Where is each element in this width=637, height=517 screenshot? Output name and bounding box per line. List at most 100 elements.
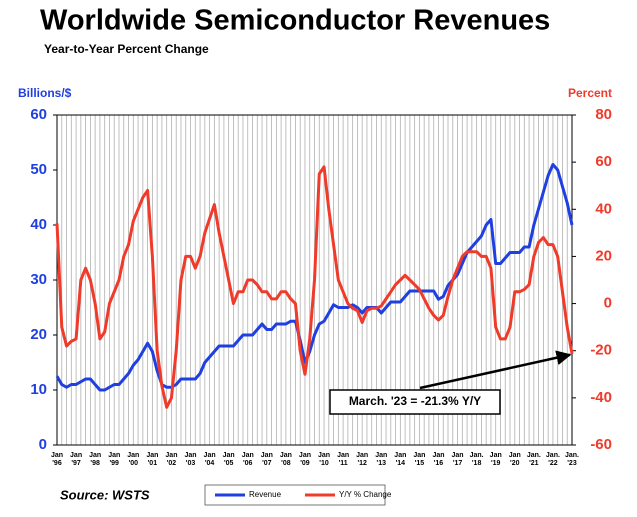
x-tick-label-line: Jan [127, 452, 139, 459]
x-tick-label: Jan. '23 [565, 452, 579, 467]
x-tick-label: Jan '11 [337, 452, 349, 467]
x-tick-label: Jan '12 [356, 452, 368, 467]
x-tick-label-line: '10 [319, 460, 329, 467]
x-tick-label: Jan '05 [223, 452, 235, 467]
x-tick-label-line: Jan [394, 452, 406, 459]
x-tick-label-line: '02 [167, 460, 177, 467]
y-tick-label: 60 [30, 106, 47, 123]
x-tick-label-line: Jan. [546, 452, 560, 459]
x-tick-label-line: Jan [509, 452, 521, 459]
x-tick-label-line: '05 [224, 460, 234, 467]
x-tick-label-line: Jan [165, 452, 177, 459]
series-line [55, 163, 574, 392]
x-tick-label: Jan '04 [204, 452, 216, 467]
y2-tick-label: -20 [590, 342, 612, 359]
y2-tick-label: 20 [595, 247, 612, 264]
x-tick-label-line: '99 [109, 460, 119, 467]
y2-tick-label: 60 [595, 153, 612, 170]
y-tick-label: 0 [39, 436, 47, 453]
x-tick-label-line: '11 [339, 460, 348, 467]
legend-box [204, 484, 386, 506]
x-tick-label-line: Jan. [527, 452, 541, 459]
y2-tick-label: 0 [604, 295, 612, 312]
x-tick-label: Jan '19 [490, 452, 502, 467]
x-tick-label: Jan '01 [146, 452, 158, 467]
x-tick-label-line: Jan [51, 452, 63, 459]
annotation-arrow [419, 350, 572, 390]
x-tick-label-line: '22 [548, 460, 558, 467]
x-tick-label: Jan '99 [108, 452, 120, 467]
source: Source: WSTS [60, 487, 150, 502]
y-axis-label: Billions/$ [18, 86, 72, 100]
annotation: March. '23 = -21.3% Y/Y [349, 394, 481, 408]
legend-label: Y/Y % Change [339, 490, 392, 499]
chart-title: Worldwide Semiconductor Revenues [40, 5, 550, 37]
x-tick-label-line: '01 [148, 460, 158, 467]
x-tick-label: Jan '09 [299, 452, 311, 467]
x-tick-label-line: Jan [375, 452, 387, 459]
x-tick-label-line: '19 [491, 460, 501, 467]
x-tick-label-line: '21 [529, 460, 539, 467]
y-tick-label: 30 [30, 271, 47, 288]
x-tick-label-line: Jan. [565, 452, 579, 459]
x-tick-label: Jan '15 [413, 452, 425, 467]
x-tick-label-line: '18 [472, 460, 482, 467]
x-tick-label-line: Jan [89, 452, 101, 459]
x-tick-label-line: Jan [299, 452, 311, 459]
x-tick-label-line: Jan [490, 452, 502, 459]
x-tick-label-line: '23 [567, 460, 577, 467]
x-tick-label: Jan '16 [432, 452, 444, 467]
x-tick-label-line: Jan [318, 452, 330, 459]
x-tick-label: Jan. '21 [527, 452, 541, 467]
x-tick-label-line: '17 [453, 460, 463, 467]
chart-subtitle: Year-to-Year Percent Change [44, 42, 209, 56]
x-tick-label: Jan. '18 [470, 452, 484, 467]
x-tick-label-line: '16 [434, 460, 444, 467]
x-tick-label-line: '15 [415, 460, 425, 467]
x-tick-label: Jan '97 [70, 452, 82, 467]
x-tick-label: Jan '02 [165, 452, 177, 467]
x-tick-label-line: Jan [432, 452, 444, 459]
y2-tick-label: -40 [590, 389, 612, 406]
x-tick-label-line: '08 [281, 460, 291, 467]
x-tick-label-line: Jan [184, 452, 196, 459]
y2-tick-label: 80 [595, 106, 612, 123]
y-tick-label: 40 [30, 216, 47, 233]
x-tick-label-line: Jan [452, 452, 464, 459]
x-tick-label: Jan '20 [509, 452, 521, 467]
x-tick-label-line: Jan [146, 452, 158, 459]
series-line [55, 165, 574, 409]
x-tick-label: Jan '14 [394, 452, 406, 467]
x-tick-label-line: Jan [337, 452, 349, 459]
x-tick-label: Jan '98 [89, 452, 101, 467]
y-tick-label: 20 [30, 326, 47, 343]
x-tick-label-line: Jan [280, 452, 292, 459]
x-tick-label: Jan. '22 [546, 452, 560, 467]
annotation-box [329, 389, 501, 415]
x-tick-label: Jan '00 [127, 452, 139, 467]
x-tick-label-line: '03 [186, 460, 196, 467]
x-tick-label-line: Jan [108, 452, 120, 459]
y2-tick-label: -60 [590, 436, 612, 453]
x-tick-label: Jan '10 [318, 452, 330, 467]
x-tick-label-line: Jan [261, 452, 273, 459]
x-tick-label-line: '97 [71, 460, 81, 467]
x-tick-label-line: Jan. [470, 452, 484, 459]
x-tick-label-line: '12 [357, 460, 367, 467]
x-tick-label: Jan '06 [242, 452, 254, 467]
x-tick-label-line: '13 [377, 460, 387, 467]
x-tick-label-line: Jan [413, 452, 425, 459]
x-tick-label-line: '07 [262, 460, 272, 467]
y2-axis-label: Percent [568, 86, 612, 100]
x-tick-label: Jan '96 [51, 452, 63, 467]
x-tick-label: Jan '03 [184, 452, 196, 467]
x-tick-label-line: Jan [70, 452, 82, 459]
y-tick-label: 50 [30, 161, 47, 178]
x-tick-label-line: Jan [223, 452, 235, 459]
x-tick-label-line: '96 [52, 460, 62, 467]
x-tick-label-line: '00 [129, 460, 139, 467]
x-tick-label-line: '20 [510, 460, 520, 467]
x-tick-label-line: Jan [356, 452, 368, 459]
plot-border [56, 114, 573, 446]
